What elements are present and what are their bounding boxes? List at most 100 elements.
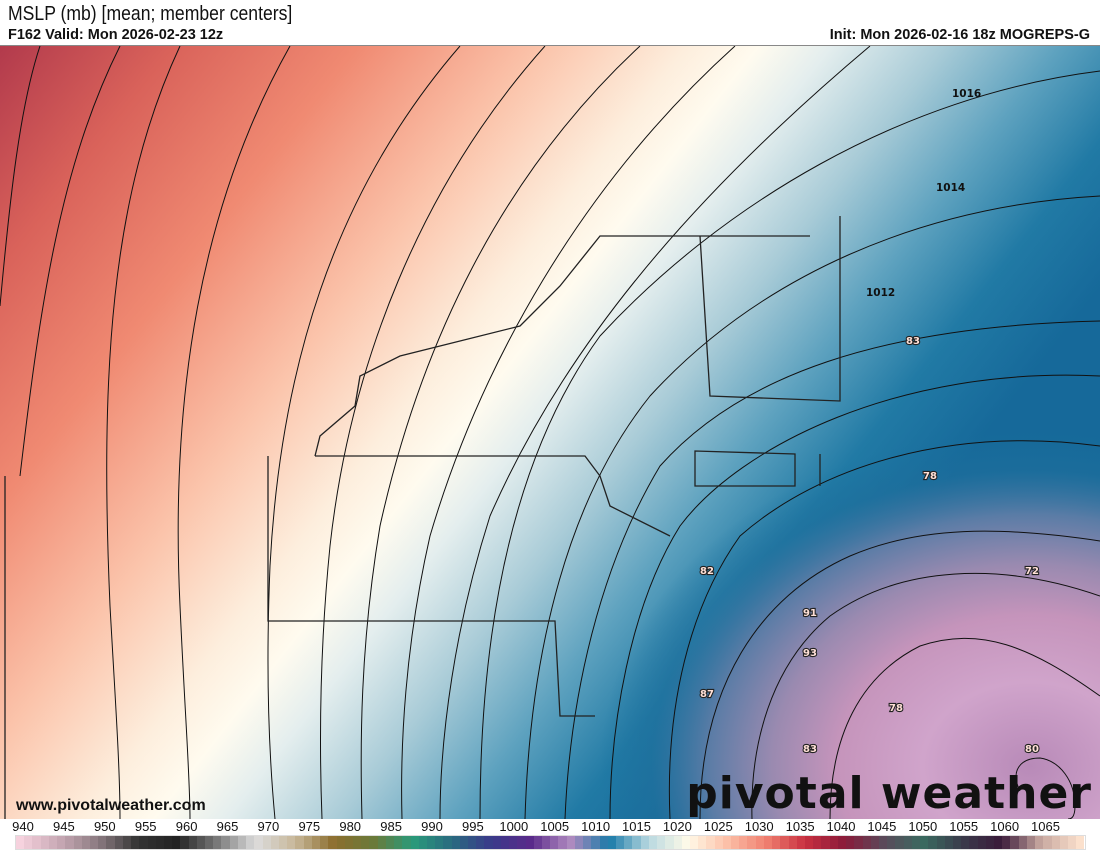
colorbar-swatch xyxy=(903,836,912,849)
colorbar-swatch xyxy=(731,836,740,849)
colorbar-tick: 1035 xyxy=(785,819,815,834)
colorbar-tick: 960 xyxy=(175,819,198,834)
colorbar-tick: 1050 xyxy=(908,819,938,834)
colorbar-swatch xyxy=(673,836,682,849)
colorbar-swatch xyxy=(952,836,962,849)
center-label: 83 xyxy=(803,744,817,755)
colorbar-swatch xyxy=(772,836,781,849)
colorbar-tick: 1065 xyxy=(1031,819,1060,834)
colorbar-swatch xyxy=(328,836,337,849)
colorbar-swatch xyxy=(829,836,838,849)
colorbar-swatch xyxy=(139,836,148,849)
colorbar-swatch xyxy=(870,836,879,849)
colorbar-swatch xyxy=(81,836,90,849)
colorbar-swatch xyxy=(961,836,970,849)
colorbar-swatch xyxy=(780,836,789,849)
isobar-labels: 1016 1014 1012 83 78 82 72 91 93 87 78 8… xyxy=(699,88,1040,756)
colorbar-tick: 995 xyxy=(462,819,484,834)
colorbar-swatch xyxy=(615,836,625,849)
colorbar-swatch xyxy=(213,836,222,849)
colorbar-tick: 1015 xyxy=(622,819,651,834)
colorbar-swatch xyxy=(262,836,271,849)
colorbar-swatch xyxy=(714,836,723,849)
colorbar-swatch xyxy=(1059,836,1068,849)
colorbar-swatch xyxy=(640,836,649,849)
init-time: Init: Mon 2026-02-16 18z MOGREPS-G xyxy=(829,27,1090,43)
low-shading xyxy=(0,46,1100,819)
colorbar-swatch xyxy=(1035,836,1044,849)
state-boundaries xyxy=(4,216,841,819)
colorbar-swatch xyxy=(558,836,567,849)
colorbar-swatch xyxy=(40,836,49,849)
colorbar-swatch xyxy=(994,836,1003,849)
center-label: 72 xyxy=(1025,566,1039,577)
colorbar-tick: 1060 xyxy=(990,819,1020,834)
colorbar-swatch xyxy=(320,836,329,849)
colorbar-swatch xyxy=(57,836,66,849)
colorbar-swatch xyxy=(739,836,748,849)
colorbar-swatch xyxy=(180,836,189,849)
valid-time: F162 Valid: Mon 2026-02-23 12z xyxy=(8,27,224,43)
colorbar-swatch xyxy=(98,836,107,849)
colorbar-swatch xyxy=(65,836,74,849)
colorbar-swatch xyxy=(172,836,181,849)
colorbar-swatch xyxy=(681,836,690,849)
colorbar-tick: 990 xyxy=(421,819,443,834)
isobar-label: 1014 xyxy=(936,182,965,194)
colorbar-swatch xyxy=(24,836,33,849)
center-label: 78 xyxy=(923,471,937,482)
colorbar-swatch xyxy=(394,836,403,849)
colorbar-swatch xyxy=(402,836,411,849)
center-label: 93 xyxy=(803,648,817,659)
colorbar-swatch xyxy=(1002,836,1011,849)
colorbar-swatch xyxy=(361,836,370,849)
colorbar-swatch xyxy=(788,836,797,849)
colorbar-tick: 1045 xyxy=(867,819,897,834)
colorbar-swatch xyxy=(254,836,263,849)
colorbar-swatch xyxy=(862,836,871,849)
colorbar-swatch xyxy=(229,836,238,849)
website-watermark: www.pivotalweather.com xyxy=(16,797,206,814)
colorbar-tick: 945 xyxy=(53,819,75,834)
colorbar-swatch xyxy=(484,836,493,849)
colorbar-tick: 1005 xyxy=(540,819,570,834)
colorbar-swatch xyxy=(155,836,164,849)
colorbar-swatch xyxy=(48,836,58,849)
colorbar-swatch xyxy=(500,836,510,849)
colorbar-swatch xyxy=(369,836,378,849)
pressure-map: 1016 1014 1012 83 78 82 72 91 93 87 78 8… xyxy=(0,45,1100,819)
colorbar-swatch xyxy=(1051,836,1060,849)
colorbar-swatch xyxy=(755,836,764,849)
colorbar-tick: 1025 xyxy=(703,819,733,834)
center-label: 78 xyxy=(889,703,903,714)
colorbar-tick: 1010 xyxy=(581,819,611,834)
colorbar-tick: 1055 xyxy=(949,819,979,834)
colorbar-swatch xyxy=(944,836,953,849)
colorbar-swatch xyxy=(911,836,921,849)
colorbar-swatch xyxy=(542,836,551,849)
colorbar-swatch xyxy=(624,836,633,849)
center-label: 82 xyxy=(700,566,714,577)
colorbar-swatch xyxy=(385,836,395,849)
colorbar-swatch xyxy=(246,836,255,849)
center-label: 87 xyxy=(700,689,714,700)
colorbar-swatch xyxy=(566,836,575,849)
colorbar-tick: 1040 xyxy=(826,819,856,834)
map-title: MSLP (mb) [mean; member centers] xyxy=(8,3,293,25)
colorbar-swatch xyxy=(344,836,353,849)
colorbar-swatch xyxy=(665,836,674,849)
colorbar-swatch xyxy=(443,836,452,849)
colorbar-swatch xyxy=(763,836,773,849)
colorbar-swatch xyxy=(122,836,132,849)
colorbar-swatch xyxy=(895,836,904,849)
colorbar-labels: 940 945 950 955 960 965 970 975 980 985 990 995 1000… xyxy=(0,819,1100,835)
colorbar-swatch xyxy=(435,836,444,849)
colorbar-swatch xyxy=(295,836,304,849)
colorbar-tick: 975 xyxy=(298,819,321,834)
colorbar-swatch xyxy=(237,836,247,849)
colorbar-swatch xyxy=(279,836,288,849)
colorbar-swatch xyxy=(451,836,460,849)
colorbar-swatch xyxy=(936,836,945,849)
colorbar-tick: 965 xyxy=(216,819,239,834)
colorbar-swatch xyxy=(270,836,279,849)
